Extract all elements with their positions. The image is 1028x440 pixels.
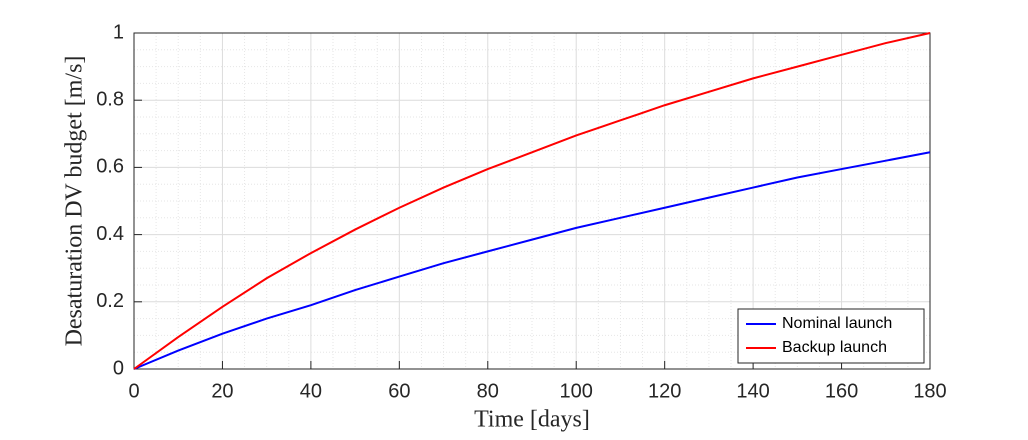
x-tick-label: 20 bbox=[211, 380, 233, 402]
x-tick-label: 160 bbox=[825, 380, 858, 402]
x-tick-label: 120 bbox=[648, 380, 681, 402]
y-tick-label: 1 bbox=[113, 21, 124, 43]
y-tick-label: 0.4 bbox=[96, 223, 124, 245]
line-series bbox=[133, 151, 931, 370]
y-axis-label: Desaturation DV budget [m/s] bbox=[62, 56, 88, 347]
y-tick-label: 0 bbox=[113, 357, 124, 379]
x-tick-label: 0 bbox=[128, 380, 139, 402]
x-tick-label: 80 bbox=[477, 380, 499, 402]
y-tick-label: 0.8 bbox=[96, 88, 124, 110]
x-tick-label: 140 bbox=[736, 380, 769, 402]
axes-box bbox=[133, 32, 931, 370]
y-tick-label: 0.2 bbox=[96, 290, 124, 312]
x-tick-label: 100 bbox=[560, 380, 593, 402]
legend-box bbox=[737, 308, 925, 364]
y-tick-label: 0.6 bbox=[96, 156, 124, 178]
x-tick-label: 60 bbox=[388, 380, 410, 402]
x-tick-label: 180 bbox=[913, 380, 946, 402]
legend-label: Nominal launch bbox=[782, 315, 892, 332]
legend: Nominal launch Backup launch bbox=[737, 308, 925, 364]
x-tick-label: 40 bbox=[300, 380, 322, 402]
x-axis-label: Time [days] bbox=[474, 407, 590, 433]
legend-label: Backup launch bbox=[782, 339, 887, 356]
line-series bbox=[133, 32, 931, 370]
